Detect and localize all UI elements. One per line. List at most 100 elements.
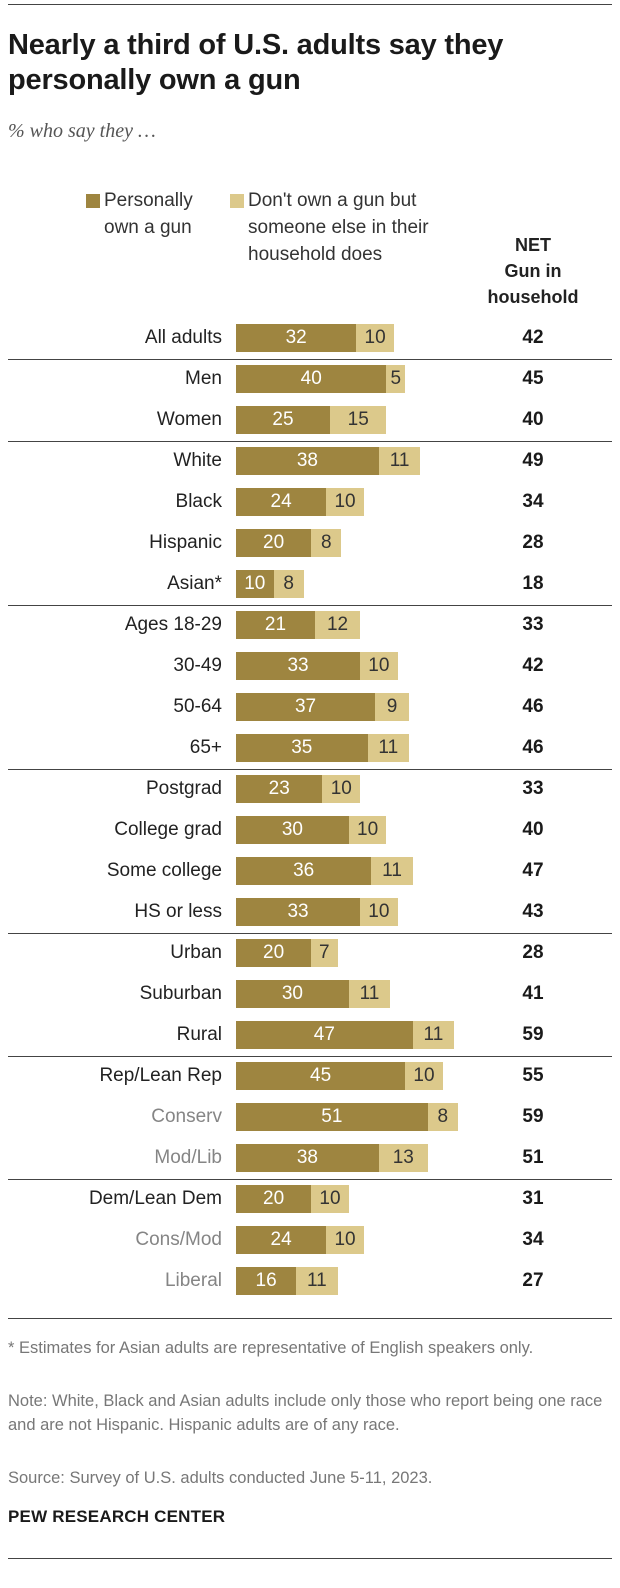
bar-own-value: 10 <box>244 573 266 594</box>
net-value: 34 <box>522 491 544 512</box>
legend-label-own: Personally own a gun <box>104 190 193 238</box>
bar-own <box>236 816 349 844</box>
row-label: Black <box>175 491 222 512</box>
bar-household-value: 15 <box>347 409 369 430</box>
net-value: 59 <box>522 1024 544 1045</box>
net-value: 55 <box>522 1065 544 1086</box>
bar-own-value: 20 <box>263 532 285 553</box>
group-separator <box>8 441 612 442</box>
bar-household <box>356 324 394 352</box>
bottom-rule <box>8 1558 612 1559</box>
row-label: White <box>173 450 222 471</box>
bar-household-value: 10 <box>357 819 379 840</box>
net-value: 33 <box>522 614 544 635</box>
bar-own-value: 23 <box>268 778 290 799</box>
chart-title: Nearly a third of U.S. adults say they p… <box>8 29 504 96</box>
row-label: Hispanic <box>149 532 222 553</box>
bar-household-value: 12 <box>326 614 349 635</box>
net-value: 51 <box>522 1147 544 1168</box>
row-label: HS or less <box>134 901 222 922</box>
row-label: Women <box>156 409 222 430</box>
bar-household <box>326 488 364 516</box>
bar-household <box>273 570 304 598</box>
bar-household <box>360 652 398 680</box>
net-value: 31 <box>522 1188 544 1209</box>
bar-household-value: 5 <box>390 368 402 389</box>
bar-household-value: 11 <box>382 860 402 881</box>
bar-own-value: 32 <box>285 327 307 348</box>
pew-research-center-logo: PEW RESEARCH CENTER <box>8 1507 226 1526</box>
bar-household <box>367 734 409 762</box>
bar-own <box>236 693 376 721</box>
row-label: Mod/Lib <box>154 1147 222 1168</box>
row-label: Asian* <box>167 573 222 594</box>
group-separator <box>8 769 612 770</box>
bar-own-value: 47 <box>313 1024 335 1045</box>
bar-household-value: 9 <box>386 696 398 717</box>
bar-own <box>236 365 387 393</box>
bar-household <box>360 898 398 926</box>
bar-own <box>236 1062 406 1090</box>
bar-own-value: 24 <box>270 1229 292 1250</box>
bar-own-value: 35 <box>291 737 313 758</box>
row-label: Rep/Lean Rep <box>99 1065 222 1086</box>
bar-household <box>386 365 406 393</box>
bar-own <box>236 980 349 1008</box>
bar-own-value: 20 <box>263 942 285 963</box>
bar-household-value: 10 <box>334 1229 356 1250</box>
net-value: 59 <box>522 1106 544 1127</box>
bar-household <box>378 447 421 475</box>
bar-own <box>236 529 312 557</box>
bar-own <box>236 775 323 803</box>
row-label: Urban <box>170 942 222 963</box>
net-value: 28 <box>522 942 544 963</box>
net-value: 28 <box>522 532 544 553</box>
bar-household <box>348 980 391 1008</box>
bar-household-value: 11 <box>423 1024 444 1045</box>
top-rule <box>8 4 612 5</box>
bar-own-value: 51 <box>321 1106 343 1127</box>
net-value: 46 <box>522 696 544 717</box>
net-value: 33 <box>522 778 544 799</box>
row-label: Liberal <box>164 1270 222 1291</box>
bar-household-value: 13 <box>392 1147 414 1168</box>
bar-own <box>236 324 357 352</box>
bar-household-value: 10 <box>364 327 386 348</box>
net-value: 47 <box>522 860 544 881</box>
bar-own <box>236 447 379 475</box>
bar-own-value: 33 <box>287 901 309 922</box>
bar-household <box>311 529 342 557</box>
bar-own-value: 20 <box>263 1188 285 1209</box>
bar-household-value: 10 <box>330 778 352 799</box>
bar-household-value: 11 <box>359 983 380 1004</box>
row-label: 30-49 <box>173 655 222 676</box>
row-label: Dem/Lean Dem <box>88 1188 222 1209</box>
net-value: 27 <box>522 1270 544 1291</box>
net-value: 42 <box>522 655 544 676</box>
bar-own-value: 30 <box>281 819 303 840</box>
bar-household <box>296 1267 338 1295</box>
bar-own-value: 45 <box>310 1065 332 1086</box>
row-label: Rural <box>176 1024 222 1045</box>
legend-swatch-own <box>86 194 100 208</box>
bar-household <box>371 857 413 885</box>
group-separator <box>8 1056 612 1057</box>
bar-own <box>236 1103 428 1131</box>
row-label: Men <box>185 368 222 389</box>
bar-own <box>236 1226 327 1254</box>
bar-own <box>236 1021 413 1049</box>
bar-household-value: 7 <box>319 942 330 963</box>
footnote-asterisk: * Estimates for Asian adults are represe… <box>8 1339 534 1357</box>
bar-own <box>236 898 361 926</box>
legend-swatch-household <box>230 194 244 208</box>
bar-household <box>378 1144 428 1172</box>
bar-own <box>236 611 315 639</box>
net-value: 18 <box>522 573 544 594</box>
bar-own-value: 36 <box>293 860 315 881</box>
net-value: 42 <box>522 327 544 348</box>
bar-household-value: 8 <box>283 573 294 594</box>
bar-own <box>236 857 372 885</box>
bar-own-value: 21 <box>264 614 287 635</box>
row-label: Postgrad <box>145 778 222 799</box>
net-value: 45 <box>522 368 544 389</box>
